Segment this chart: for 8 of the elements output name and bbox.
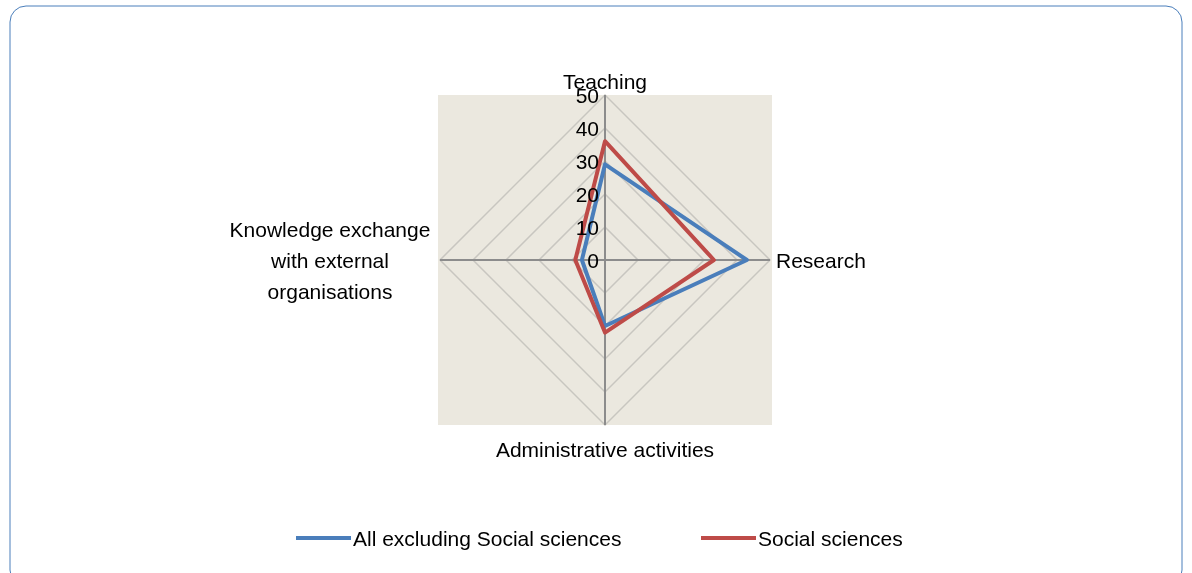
y-tick-label: 30 bbox=[575, 149, 599, 173]
y-tick-label: 0 bbox=[587, 248, 599, 272]
spoke-label: Knowledge exchange with external organisations bbox=[229, 217, 431, 303]
legend-label: All excluding Social sciences bbox=[353, 526, 622, 550]
spoke-label: Administrative activities bbox=[495, 437, 715, 461]
legend-label: Social sciences bbox=[758, 526, 903, 550]
spoke-label: Research bbox=[776, 248, 866, 272]
y-tick-label: 40 bbox=[575, 116, 599, 140]
